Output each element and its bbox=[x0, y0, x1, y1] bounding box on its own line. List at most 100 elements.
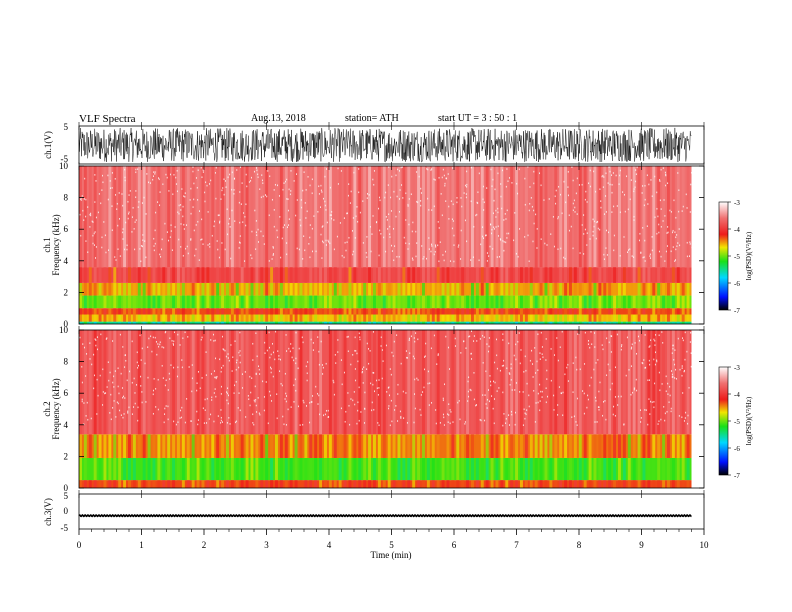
spec1-speckle bbox=[589, 185, 591, 188]
spec1-cell bbox=[657, 321, 661, 324]
spec1-cell bbox=[598, 267, 602, 283]
spec1-speckle bbox=[182, 215, 184, 218]
spec1-cell bbox=[671, 267, 675, 283]
spec1-speckle bbox=[262, 179, 264, 182]
spec2-cell bbox=[407, 434, 411, 458]
spec2-speckle bbox=[510, 410, 512, 413]
spec2-speckle bbox=[302, 341, 304, 344]
spec1-speckle bbox=[362, 242, 364, 244]
spec1-speckle bbox=[642, 226, 644, 229]
spec1-speckle bbox=[402, 197, 404, 199]
spec2-speckle bbox=[369, 350, 371, 352]
spec2-speckle bbox=[582, 390, 584, 392]
spec1-cell bbox=[338, 166, 342, 268]
spec1-cell bbox=[549, 282, 553, 296]
spec2-speckle bbox=[597, 359, 599, 361]
spec2-cell bbox=[191, 330, 195, 435]
spec2-cell bbox=[667, 434, 670, 458]
spec1-speckle bbox=[633, 215, 635, 218]
spec2-speckle bbox=[514, 389, 516, 391]
spec1-cell bbox=[152, 314, 156, 322]
spec2-speckle bbox=[654, 339, 656, 342]
spec2-speckle bbox=[205, 422, 207, 424]
spec1-cell bbox=[446, 267, 450, 283]
spec2-speckle bbox=[496, 338, 497, 341]
spec1-speckle bbox=[387, 184, 389, 186]
spec1-speckle bbox=[160, 255, 162, 258]
spec1-cell bbox=[250, 295, 254, 309]
spec2-cell bbox=[505, 480, 509, 488]
spec1-speckle bbox=[272, 254, 274, 256]
spec2-speckle bbox=[459, 418, 461, 421]
spec1-cell bbox=[642, 321, 646, 324]
spec2-speckle bbox=[252, 359, 254, 361]
spec2-speckle bbox=[584, 331, 586, 334]
spec1-cell bbox=[573, 321, 577, 324]
spec2-speckle bbox=[683, 420, 685, 422]
spec1-cell bbox=[451, 308, 455, 315]
spec1-speckle bbox=[286, 178, 288, 181]
spec2-speckle bbox=[152, 336, 154, 339]
spec2-speckle bbox=[206, 397, 208, 400]
spec1-speckle bbox=[94, 174, 96, 176]
spec1-speckle bbox=[190, 239, 192, 241]
spec2-speckle bbox=[214, 376, 216, 379]
spec1-cell bbox=[226, 267, 229, 283]
spec1-speckle bbox=[197, 199, 199, 201]
spec1-cell bbox=[255, 321, 259, 324]
spec1-cell bbox=[245, 314, 249, 322]
spec1-cell bbox=[142, 314, 146, 322]
spec1-cell bbox=[671, 166, 675, 268]
spec1-speckle bbox=[654, 216, 656, 219]
spec2-cell bbox=[270, 434, 274, 458]
spec1-speckle bbox=[643, 256, 645, 258]
spec2-cell bbox=[642, 330, 646, 435]
spec2-cell bbox=[284, 330, 288, 435]
yt2-label: 10 bbox=[59, 325, 69, 335]
spec1-cell bbox=[647, 267, 651, 283]
spec2-speckle bbox=[399, 410, 401, 413]
spec1-cell bbox=[632, 321, 636, 324]
spec1-speckle bbox=[320, 233, 322, 236]
spec2-speckle bbox=[258, 368, 260, 371]
spec1-cell bbox=[299, 308, 303, 315]
spec2-speckle bbox=[337, 351, 339, 353]
spec1-speckle bbox=[197, 220, 199, 223]
spec1-cell bbox=[167, 295, 171, 309]
spec2-cell bbox=[588, 480, 592, 488]
spec1-cell bbox=[206, 314, 210, 322]
spec1-speckle bbox=[664, 215, 666, 217]
spec2-speckle bbox=[508, 372, 510, 374]
spec2-speckle bbox=[524, 417, 526, 420]
spec2-speckle bbox=[681, 365, 683, 367]
spec1-speckle bbox=[186, 245, 188, 248]
spec1-cell bbox=[137, 166, 141, 268]
spec2-cell bbox=[373, 330, 376, 435]
spec2-cell bbox=[167, 480, 171, 488]
spec1-cell bbox=[622, 282, 626, 296]
spec1-cell bbox=[279, 267, 283, 283]
spec2-speckle bbox=[208, 418, 210, 420]
spec2-speckle bbox=[125, 359, 127, 362]
spec1-speckle bbox=[84, 177, 86, 180]
spec1-speckle bbox=[584, 198, 586, 201]
spec1-cell bbox=[637, 166, 641, 268]
spec1-speckle bbox=[674, 231, 676, 234]
spec1-speckle bbox=[300, 199, 302, 201]
spec1-cell bbox=[534, 308, 538, 315]
spec1-speckle bbox=[83, 219, 85, 221]
spec1-cell bbox=[647, 282, 651, 296]
spec2-cell bbox=[83, 480, 87, 488]
spec1-speckle bbox=[453, 260, 455, 263]
spec2-speckle bbox=[366, 342, 368, 345]
spec2-speckle bbox=[322, 373, 324, 375]
spec1-cell bbox=[98, 166, 102, 268]
spec1-speckle bbox=[231, 209, 233, 212]
spec1-speckle bbox=[153, 245, 155, 247]
spec1-speckle bbox=[689, 211, 691, 213]
spec1-speckle bbox=[135, 168, 137, 171]
spec1-cell bbox=[475, 321, 479, 324]
spec1-speckle bbox=[466, 240, 468, 243]
spec1-speckle bbox=[251, 230, 253, 233]
spec2-speckle bbox=[152, 389, 154, 392]
